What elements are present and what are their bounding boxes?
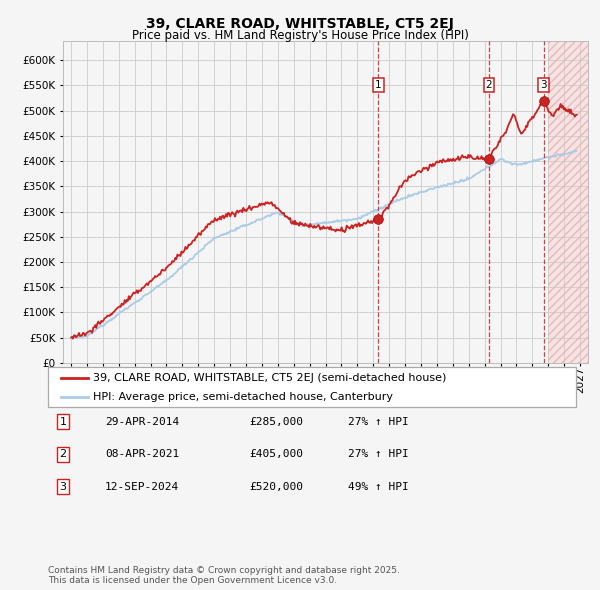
Text: 39, CLARE ROAD, WHITSTABLE, CT5 2EJ: 39, CLARE ROAD, WHITSTABLE, CT5 2EJ: [146, 17, 454, 31]
Text: £405,000: £405,000: [249, 450, 303, 459]
Text: Price paid vs. HM Land Registry's House Price Index (HPI): Price paid vs. HM Land Registry's House …: [131, 30, 469, 42]
Text: 08-APR-2021: 08-APR-2021: [105, 450, 179, 459]
Text: 29-APR-2014: 29-APR-2014: [105, 417, 179, 427]
Text: 27% ↑ HPI: 27% ↑ HPI: [348, 450, 409, 459]
Text: 3: 3: [59, 482, 67, 491]
Text: 2: 2: [485, 80, 492, 90]
FancyBboxPatch shape: [48, 367, 576, 407]
Text: 39, CLARE ROAD, WHITSTABLE, CT5 2EJ (semi-detached house): 39, CLARE ROAD, WHITSTABLE, CT5 2EJ (sem…: [93, 373, 446, 384]
Bar: [548, 41, 588, 363]
Bar: [548, 41, 588, 363]
Text: 1: 1: [59, 417, 67, 427]
Text: Contains HM Land Registry data © Crown copyright and database right 2025.
This d: Contains HM Land Registry data © Crown c…: [48, 566, 400, 585]
Text: 3: 3: [541, 80, 547, 90]
Text: £285,000: £285,000: [249, 417, 303, 427]
Text: 49% ↑ HPI: 49% ↑ HPI: [348, 482, 409, 491]
Text: 12-SEP-2024: 12-SEP-2024: [105, 482, 179, 491]
Text: 27% ↑ HPI: 27% ↑ HPI: [348, 417, 409, 427]
Text: 2: 2: [59, 450, 67, 459]
Text: HPI: Average price, semi-detached house, Canterbury: HPI: Average price, semi-detached house,…: [93, 392, 393, 402]
Text: £520,000: £520,000: [249, 482, 303, 491]
Text: 1: 1: [375, 80, 382, 90]
